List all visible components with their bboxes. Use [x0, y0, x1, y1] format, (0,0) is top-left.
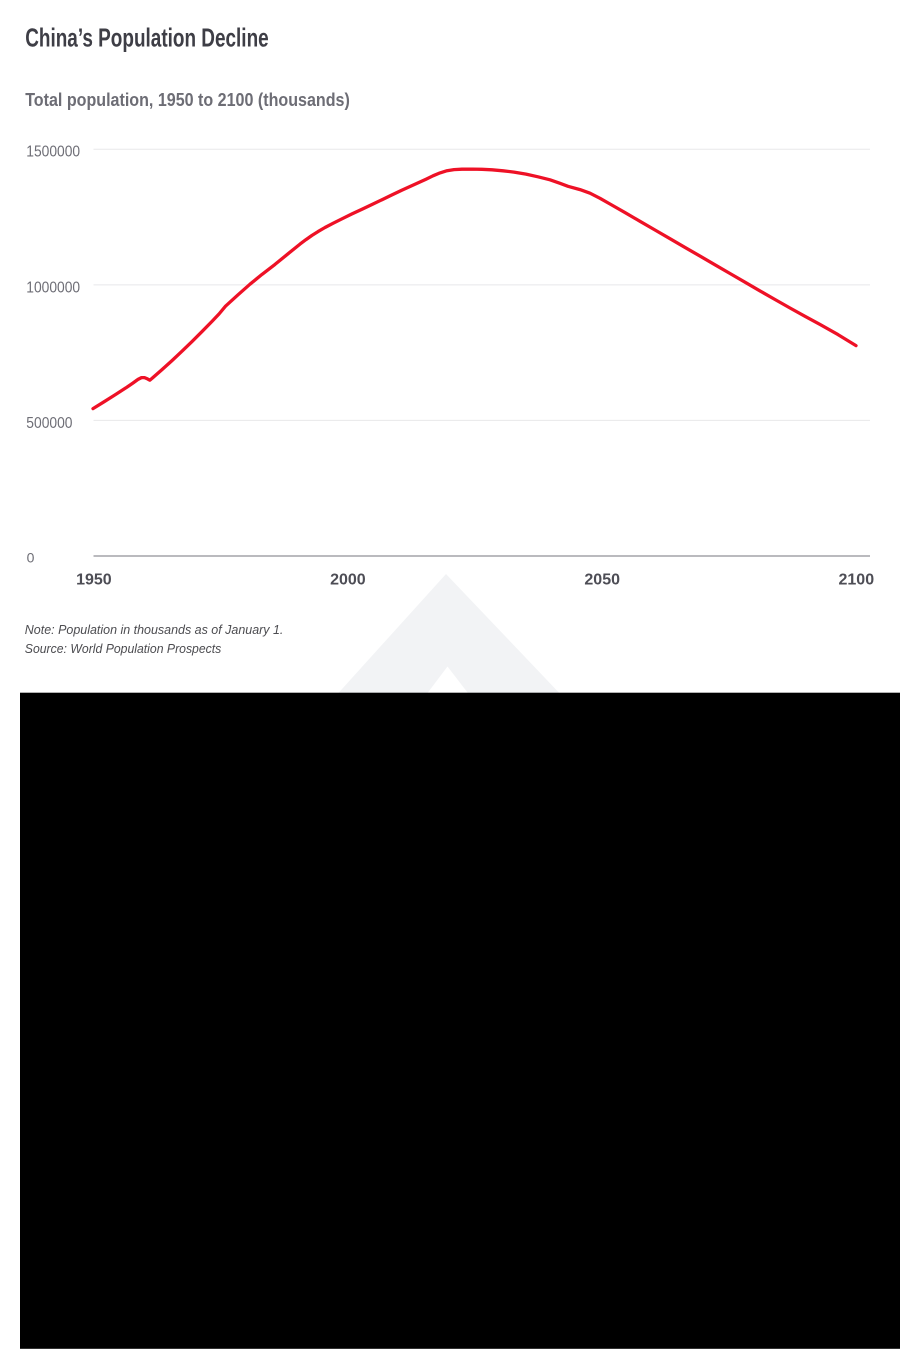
svg-text:0: 0 [27, 550, 35, 566]
svg-text:500000: 500000 [26, 415, 72, 432]
svg-text:China’s Population Decline: China’s Population Decline [25, 22, 269, 52]
svg-text:Source: World Population Prosp: Source: World Population Prospects [25, 641, 222, 656]
svg-text:1950: 1950 [76, 572, 112, 589]
svg-text:2000: 2000 [330, 572, 366, 589]
svg-text:1000000: 1000000 [26, 279, 80, 296]
svg-text:2050: 2050 [584, 572, 620, 589]
svg-text:Note: Population in thousands: Note: Population in thousands as of Janu… [25, 622, 284, 637]
svg-text:1500000: 1500000 [26, 144, 80, 161]
svg-text:2100: 2100 [839, 572, 875, 589]
svg-text:Total population, 1950 to 2100: Total population, 1950 to 2100 (thousand… [25, 89, 350, 110]
